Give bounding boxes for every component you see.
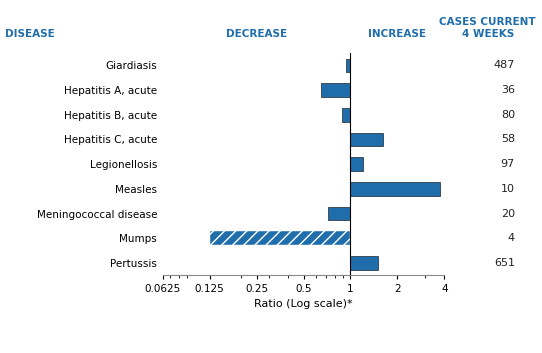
Text: DECREASE: DECREASE [226,29,287,39]
Bar [351,182,440,196]
Text: 80: 80 [501,110,515,120]
Text: 487: 487 [494,60,515,70]
X-axis label: Ratio (Log scale)*: Ratio (Log scale)* [254,299,353,309]
Bar [351,133,383,146]
Bar [346,59,351,72]
Bar [210,232,351,245]
Text: 97: 97 [501,159,515,169]
Text: 36: 36 [501,85,515,95]
Text: 58: 58 [501,134,515,144]
Text: INCREASE: INCREASE [369,29,427,39]
Bar [328,207,351,220]
Text: 4: 4 [508,233,515,243]
Bar [351,256,378,270]
Text: 10: 10 [501,184,515,194]
Text: DISEASE: DISEASE [5,29,55,39]
Bar [321,83,351,97]
Bar [351,157,363,171]
Text: 20: 20 [501,209,515,219]
Bar [342,108,351,121]
Text: 651: 651 [494,258,515,268]
Text: CASES CURRENT
4 WEEKS: CASES CURRENT 4 WEEKS [440,17,536,39]
